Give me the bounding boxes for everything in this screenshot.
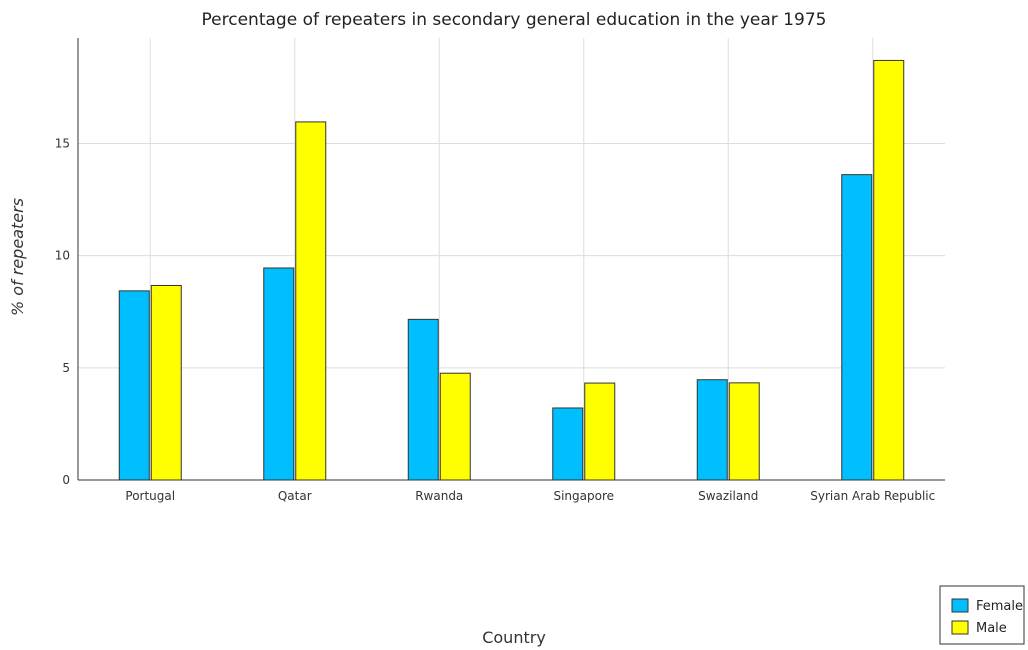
axes: 0 5 10 15 Portugal Qatar Rwanda Singapore Swazil… <box>55 38 945 503</box>
legend-swatch-female <box>951 598 969 613</box>
x-tick-label: Qatar <box>278 489 312 503</box>
grid <box>78 38 945 481</box>
bar-female-rwanda <box>407 318 439 481</box>
bar-female-qatar <box>263 267 295 481</box>
bars <box>118 59 905 481</box>
bar-male-rwanda <box>439 372 471 481</box>
legend-swatch-male <box>951 620 969 635</box>
legend: Female Male <box>939 585 1025 645</box>
y-tick-label: 0 <box>62 473 70 487</box>
bar-male-swaziland <box>728 382 760 481</box>
y-tick-label: 10 <box>55 249 70 263</box>
bar-female-syrian-arab-republic <box>841 174 873 481</box>
y-tick-label: 5 <box>62 361 70 375</box>
chart-title: Percentage of repeaters in secondary gen… <box>202 10 827 30</box>
x-axis-label: Country <box>482 628 546 647</box>
x-tick-label: Rwanda <box>415 489 463 503</box>
x-tick-label: Singapore <box>553 489 614 503</box>
x-tick-label: Syrian Arab Republic <box>810 489 935 503</box>
bar-male-portugal <box>150 284 182 481</box>
bar-male-syrian-arab-republic <box>873 59 905 481</box>
bar-female-swaziland <box>696 379 728 481</box>
legend-label-male: Male <box>976 621 1007 636</box>
x-tick-label: Portugal <box>125 489 175 503</box>
y-axis-label: % of repeaters <box>8 198 27 316</box>
bar-male-qatar <box>295 121 327 481</box>
bar-female-portugal <box>118 290 150 481</box>
legend-label-female: Female <box>976 599 1023 614</box>
x-tick-label: Swaziland <box>698 489 758 503</box>
bar-male-singapore <box>584 382 616 481</box>
bar-female-singapore <box>552 407 584 481</box>
y-tick-label: 15 <box>55 136 70 150</box>
